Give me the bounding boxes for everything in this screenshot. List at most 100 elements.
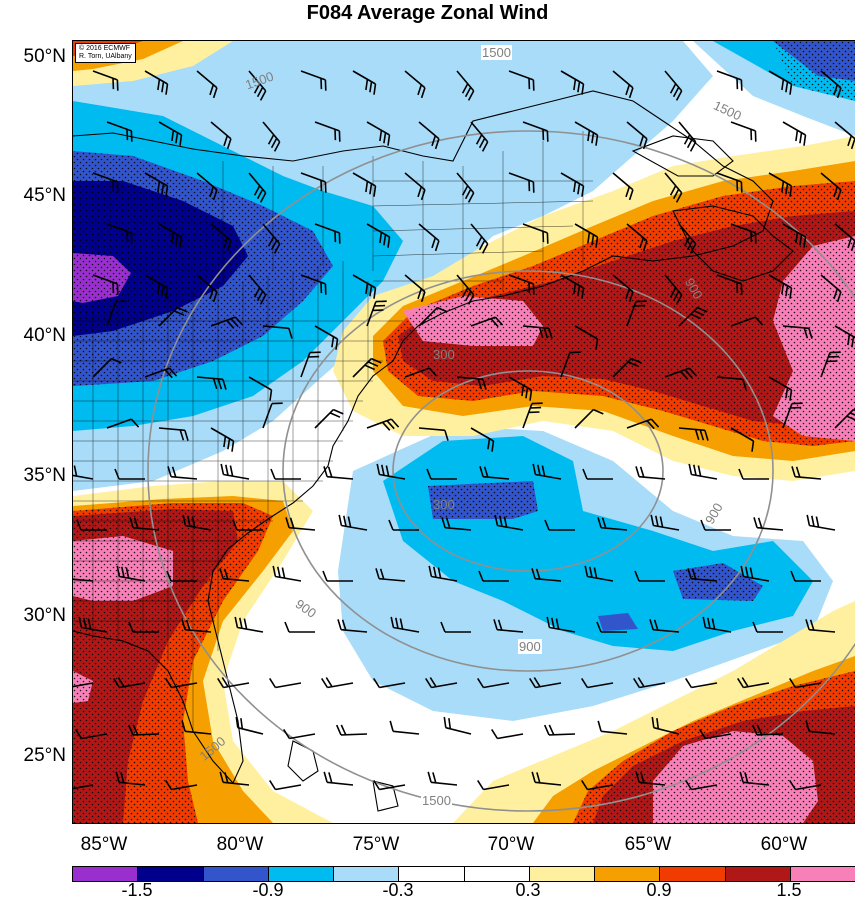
colorbar-label: -1.5 <box>121 880 153 900</box>
wind-barb <box>716 274 743 295</box>
colorbar-segment <box>725 867 791 881</box>
wind-barb <box>702 616 732 633</box>
wind-barb <box>418 121 440 150</box>
wind-barb <box>321 677 354 689</box>
wind-barb <box>262 325 293 339</box>
wind-barb <box>782 402 803 429</box>
wind-barb <box>730 223 757 244</box>
lat-label-50: 50°N <box>23 46 66 67</box>
colorbar-segment <box>268 867 334 881</box>
wind-barb <box>834 408 855 429</box>
wind-barb <box>508 274 535 295</box>
wind-barb <box>314 408 344 429</box>
wind-barb <box>167 466 198 480</box>
colorbar-label: -0.9 <box>252 880 284 900</box>
wind-barb <box>635 771 666 786</box>
wind-barb <box>388 519 419 531</box>
wind-barb <box>425 677 458 689</box>
wind-barb <box>234 616 264 633</box>
wind-barb <box>113 677 146 689</box>
wind-barb <box>574 325 599 350</box>
wind-barb <box>782 325 813 339</box>
wind-barb <box>582 468 613 480</box>
wind-barb <box>418 306 448 327</box>
lon-label-85: 85°W <box>80 834 128 855</box>
wind-barb <box>314 325 339 350</box>
colorbar-segment <box>334 867 400 881</box>
colorbar-segment <box>138 867 204 881</box>
wind-barb <box>716 70 743 91</box>
wind-barb <box>219 771 250 786</box>
wind-barb <box>390 616 420 633</box>
colorbar-segment <box>790 867 855 881</box>
lat-label-40: 40°N <box>23 325 66 346</box>
wind-barb <box>284 621 315 633</box>
colorbar-segment <box>399 867 465 881</box>
wind-barb <box>730 316 764 327</box>
map-plot-area: 1500 1500 1500 1500 900 900 900 900 300 … <box>72 40 855 824</box>
coastlines <box>73 90 794 812</box>
wind-barb <box>235 716 264 735</box>
wind-barb <box>508 376 533 401</box>
colorbar-segment <box>73 867 139 881</box>
wind-barb <box>612 357 642 378</box>
wind-barb <box>248 274 267 305</box>
wind-barb <box>522 402 543 429</box>
wind-barb <box>92 70 119 91</box>
wind-barb <box>323 771 354 786</box>
wind-barb <box>820 351 841 378</box>
wind-barb <box>373 779 406 791</box>
map-title: F084 Average Zonal Wind <box>306 2 549 24</box>
wind-barb <box>144 172 169 197</box>
lon-label-70: 70°W <box>487 834 535 855</box>
wind-barb <box>574 223 599 248</box>
wind-barb <box>574 408 604 429</box>
wind-barb <box>581 779 614 791</box>
wind-barb <box>128 621 159 633</box>
wind-barb <box>768 172 793 197</box>
wind-barb <box>220 463 250 480</box>
wind-barb <box>612 172 634 201</box>
wind-barb <box>129 517 160 531</box>
wind-barb <box>834 121 855 150</box>
wind-barb <box>730 121 757 142</box>
wind-barb <box>426 468 457 480</box>
wind-barb <box>456 172 475 203</box>
wind-barb <box>232 519 263 531</box>
wind-barb <box>544 519 575 531</box>
wind-barb <box>427 771 458 786</box>
wind-barb <box>116 565 146 582</box>
wind-barb <box>210 316 244 329</box>
wind-barb <box>352 70 377 95</box>
wind-barb <box>210 223 232 252</box>
wind-barb <box>699 728 732 740</box>
wind-barb <box>366 121 391 146</box>
wind-barb <box>716 172 743 193</box>
wind-barb <box>338 514 368 531</box>
wind-barb <box>248 70 267 101</box>
wind-barb <box>834 223 855 252</box>
wind-barb <box>269 677 302 689</box>
wind-barb <box>546 616 576 633</box>
wind-barb <box>144 367 178 379</box>
wind-barb <box>768 70 793 95</box>
wind-barb <box>508 172 535 193</box>
wind-barb <box>612 274 634 303</box>
wind-barb <box>73 784 94 790</box>
wind-barb <box>456 70 475 101</box>
wind-barb <box>531 771 562 786</box>
wind-barb <box>114 468 145 480</box>
wind-barb <box>782 121 807 146</box>
contour-label: 300 <box>433 347 455 362</box>
wind-barb <box>805 720 836 735</box>
wind-barb <box>532 463 562 480</box>
wind-barb <box>560 351 581 378</box>
lon-label-75: 75°W <box>352 834 400 855</box>
wind-barb <box>441 517 472 531</box>
wind-barb <box>635 466 666 480</box>
wind-barb <box>834 325 855 348</box>
wind-barb <box>626 223 648 252</box>
wind-barb <box>678 223 697 254</box>
wind-barb <box>165 779 198 791</box>
wind-barb <box>560 70 585 95</box>
